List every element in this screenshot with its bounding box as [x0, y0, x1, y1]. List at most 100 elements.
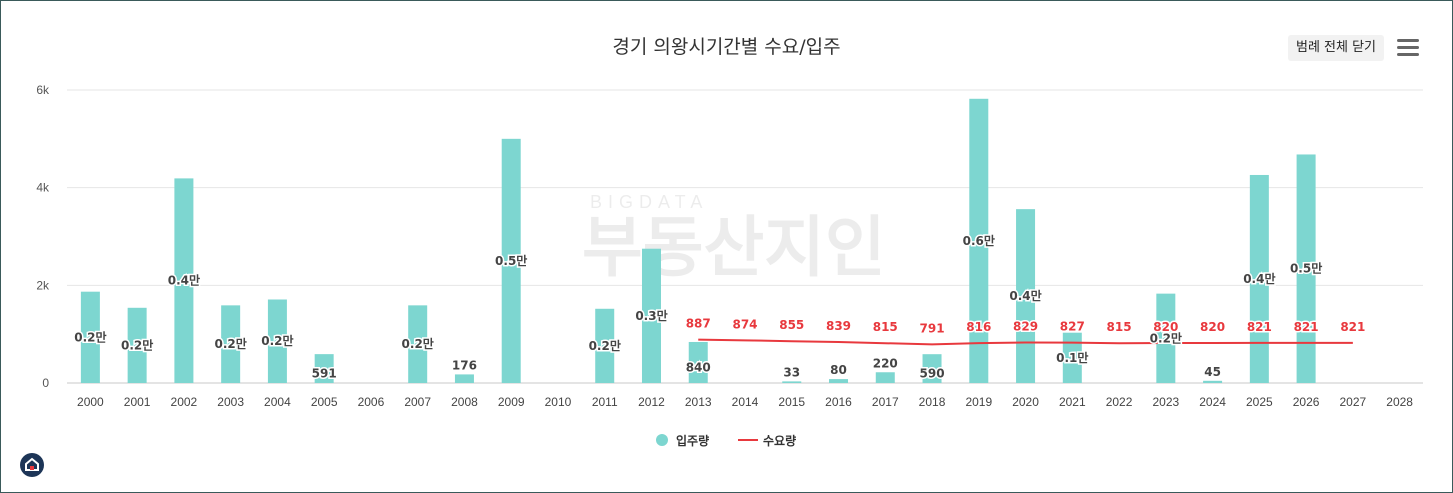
x-tick-label: 2003 [217, 395, 244, 409]
x-tick-label: 2004 [264, 395, 291, 409]
watermark: BIGDATA 부동산지인 [582, 192, 886, 286]
y-axis: 0 2k 4k 6k [36, 83, 50, 390]
demand-data-label: 874 [732, 317, 757, 331]
demand-data-label: 821 [1340, 320, 1365, 334]
demand-data-label: 855 [779, 318, 804, 332]
supply-bar [454, 374, 474, 383]
x-tick-label: 2012 [638, 395, 665, 409]
y-tick-label: 4k [36, 181, 50, 195]
supply-data-label: 0.2만 [74, 329, 106, 344]
supply-data-label: 0.5만 [1290, 261, 1322, 276]
supply-data-label: 0.3만 [635, 308, 667, 323]
x-tick-label: 2022 [1106, 395, 1133, 409]
supply-data-label: 0.4만 [1243, 271, 1275, 286]
grid [67, 89, 1423, 384]
demand-data-label: 815 [873, 320, 898, 334]
supply-data-label: 176 [452, 358, 477, 372]
demand-data-label: 839 [826, 319, 851, 333]
supply-data-label: 0.2만 [214, 336, 246, 351]
supply-bar [1296, 154, 1316, 383]
supply-data-label: 220 [873, 356, 898, 370]
supply-bar [1249, 174, 1269, 383]
legend-demand-label[interactable]: 수요량 [763, 434, 796, 448]
supply-bar [641, 248, 661, 383]
supply-data-label: 590 [920, 367, 945, 381]
x-axis: 2000 2001 2002 2003 2004 2005 2006 2007 2008 2009… [77, 395, 1413, 409]
x-tick-label: 2019 [965, 395, 992, 409]
legend-supply-label[interactable]: 입주량 [676, 434, 709, 448]
supply-bar [501, 138, 521, 383]
supply-bar [221, 305, 241, 383]
y-tick-label: 6k [36, 83, 50, 97]
x-tick-label: 2018 [919, 395, 946, 409]
x-tick-label: 2013 [685, 395, 712, 409]
supply-data-label: 0.4만 [168, 273, 200, 288]
demand-data-label: 816 [966, 320, 991, 334]
legend-supply-marker[interactable] [656, 434, 668, 446]
supply-bar [922, 354, 942, 383]
supply-bar [1016, 209, 1036, 383]
supply-bar [1203, 380, 1223, 383]
demand-data-label: 820 [1200, 320, 1225, 334]
supply-data-label: 0.2만 [1150, 330, 1182, 345]
x-tick-label: 2020 [1012, 395, 1039, 409]
demand-line-path [698, 338, 1353, 346]
supply-bar [595, 308, 615, 383]
supply-data-label: 0.2만 [261, 333, 293, 348]
x-tick-label: 2010 [545, 395, 572, 409]
x-tick-label: 2017 [872, 395, 899, 409]
x-tick-label: 2011 [592, 395, 618, 409]
demand-data-label: 827 [1060, 320, 1085, 334]
demand-data-label: 821 [1294, 320, 1319, 334]
demand-data-label: 829 [1013, 320, 1038, 334]
x-tick-label: 2007 [404, 395, 431, 409]
supply-data-label: 80 [830, 363, 847, 377]
x-tick-label: 2006 [358, 395, 385, 409]
x-tick-label: 2027 [1340, 395, 1367, 409]
supply-bar [408, 305, 428, 383]
demand-data-label: 820 [1153, 320, 1178, 334]
supply-bar [875, 372, 895, 383]
x-tick-label: 2014 [732, 395, 759, 409]
x-tick-label: 2008 [451, 395, 478, 409]
demand-data-label: 887 [686, 317, 711, 331]
supply-data-label: 0.2만 [121, 337, 153, 352]
x-tick-label: 2028 [1386, 395, 1413, 409]
supply-data-label: 0.6만 [963, 233, 995, 248]
demand-data-label: 791 [920, 321, 945, 335]
supply-bar [782, 381, 802, 383]
supply-data-label: 0.2만 [589, 338, 621, 353]
y-tick-label: 0 [42, 376, 49, 390]
supply-bar [969, 98, 989, 383]
supply-bar [267, 299, 287, 383]
x-tick-label: 2009 [498, 395, 525, 409]
watermark-sub: BIGDATA [590, 192, 708, 212]
supply-data-label: 591 [312, 367, 337, 381]
x-tick-label: 2026 [1293, 395, 1320, 409]
supply-bars [80, 98, 1316, 383]
supply-data-label: 0.5만 [495, 253, 527, 268]
supply-bar [80, 291, 100, 383]
x-tick-label: 2023 [1152, 395, 1179, 409]
x-tick-label: 2016 [825, 395, 852, 409]
data-labels: 0.2만 0.2만 0.4만 0.2만 0.2만 591 0.2만 176 0.5만 0.2만 0.… [73, 231, 1367, 382]
hamburger-menu-icon[interactable] [1397, 39, 1419, 59]
supply-bar [1062, 332, 1082, 383]
logo-icon [20, 453, 44, 477]
legend-toggle-button[interactable]: 범례 전체 닫기 [1288, 35, 1384, 61]
supply-data-label: 0.4만 [1009, 288, 1041, 303]
x-tick-label: 2024 [1199, 395, 1226, 409]
supply-bar [1156, 293, 1176, 383]
supply-bar [688, 341, 708, 383]
y-tick-label: 2k [36, 278, 50, 292]
supply-bar [829, 379, 849, 383]
x-tick-label: 2000 [77, 395, 104, 409]
supply-data-label: 45 [1204, 365, 1221, 379]
supply-data-label: 33 [783, 365, 800, 379]
supply-data-label: 0.2만 [402, 336, 434, 351]
supply-bar [314, 354, 334, 383]
demand-data-label: 821 [1247, 320, 1272, 334]
x-tick-label: 2015 [778, 395, 805, 409]
